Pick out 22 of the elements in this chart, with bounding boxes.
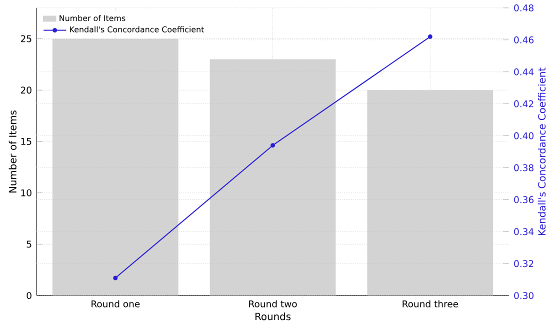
y2-tick-label: 0.42 (514, 100, 534, 108)
y-tick-label: 15 (21, 138, 32, 146)
y-tick-label: 5 (26, 240, 32, 248)
y-tick-label: 25 (20, 35, 32, 42)
y2-tick-label: 0.30 (514, 292, 534, 300)
y2-tick-label: 0.48 (514, 4, 534, 12)
y2-tick-label: 0.46 (514, 36, 534, 44)
y2-tick-label: 0.38 (514, 164, 534, 172)
y2-tick-label: 0.36 (514, 196, 534, 204)
y2-tick-label: 0.32 (514, 260, 534, 268)
x-tick-label: Round two (249, 300, 297, 308)
y2-tick-label: 0.44 (514, 68, 534, 76)
y-tick-label: 0 (26, 292, 32, 300)
x-tick-label: Round three (402, 300, 458, 308)
y-axis-title: Number of Items (8, 110, 16, 193)
y2-tick-label: 0.40 (514, 132, 534, 140)
x-axis-title: Rounds (255, 312, 291, 320)
x-tick-label: Round one (92, 300, 140, 308)
y2-axis-title: Kendall's Concordance Coefficient (538, 68, 546, 236)
y-tick-label: 20 (20, 86, 32, 94)
y2-tick-label: 0.34 (514, 228, 534, 236)
y-tick-label: 10 (21, 190, 32, 197)
